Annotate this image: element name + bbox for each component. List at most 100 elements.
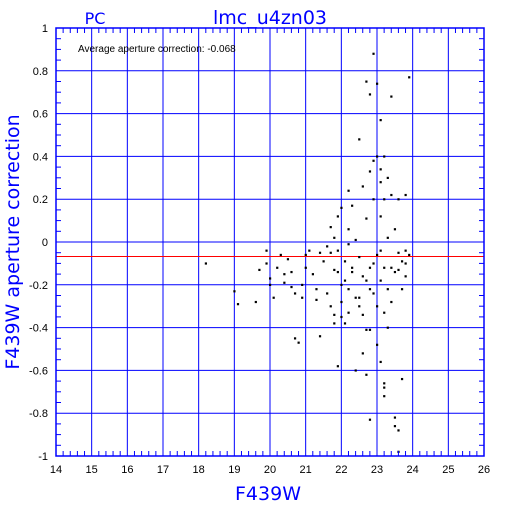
x-tick-label: 15 <box>86 464 98 476</box>
data-point <box>383 266 386 269</box>
data-point <box>379 279 382 282</box>
data-point <box>311 273 314 276</box>
data-point <box>315 288 318 291</box>
data-point <box>372 52 375 55</box>
data-point <box>290 270 293 274</box>
plot-border <box>55 27 485 457</box>
data-point <box>322 260 325 263</box>
data-point <box>347 288 350 291</box>
data-point <box>326 292 329 295</box>
data-point <box>379 119 382 122</box>
data-point <box>354 369 357 372</box>
data-point <box>368 288 372 291</box>
y-tick-label: -0.8 <box>29 408 48 420</box>
data-point <box>286 258 290 261</box>
y-tick-labels: -1 -0.8 -0.6 -0.4 -0.2 0 0.2 0.4 0.6 0.8 1 <box>29 23 48 463</box>
data-point <box>318 335 322 338</box>
y-axis-label: F439W aperture correction <box>2 114 24 369</box>
data-point <box>408 253 411 257</box>
data-point <box>318 251 322 254</box>
data-point <box>272 296 275 299</box>
data-point <box>283 273 286 276</box>
x-tick-label: 22 <box>335 464 347 476</box>
chart-subtitle: PC <box>85 9 106 28</box>
average-correction-note: Average aperture correction: -0.068 <box>78 44 236 55</box>
data-point <box>326 245 329 248</box>
data-point <box>283 281 286 284</box>
x-tick-label: 19 <box>228 464 240 476</box>
data-point <box>386 288 389 291</box>
x-tick-label: 24 <box>407 464 419 476</box>
x-tick-label: 26 <box>478 464 490 476</box>
data-point <box>329 305 332 308</box>
data-point <box>333 322 336 325</box>
data-point <box>340 300 343 304</box>
data-point <box>347 189 350 192</box>
x-tick-label: 25 <box>442 464 454 476</box>
data-point <box>340 206 343 209</box>
data-point <box>404 193 407 197</box>
data-point <box>354 296 357 299</box>
data-point <box>358 138 361 141</box>
data-point <box>293 292 297 295</box>
data-point <box>408 76 411 79</box>
data-point <box>383 311 386 314</box>
data-point <box>393 270 397 274</box>
data-point <box>358 296 361 299</box>
data-point <box>365 217 368 220</box>
x-tick-label: 17 <box>157 464 169 476</box>
x-tick-label: 14 <box>50 464 62 476</box>
data-point <box>400 288 404 291</box>
data-point <box>336 249 339 252</box>
data-point <box>393 228 397 231</box>
grid-lines <box>55 27 485 457</box>
data-point <box>333 313 336 316</box>
data-point <box>308 249 311 252</box>
data-point <box>361 275 364 278</box>
data-point <box>351 204 354 207</box>
data-point <box>265 262 268 265</box>
y-tick-label: 0 <box>42 237 48 249</box>
data-point <box>404 262 407 265</box>
data-point <box>383 155 386 158</box>
data-point <box>347 228 350 231</box>
data-point <box>379 360 382 364</box>
y-tick-label: -1 <box>38 451 48 463</box>
data-point <box>329 226 332 229</box>
data-point <box>351 270 354 274</box>
y-tick-label: -0.6 <box>29 365 48 377</box>
x-tick-label: 20 <box>264 464 276 476</box>
data-point <box>304 253 307 257</box>
data-point <box>372 292 375 295</box>
y-tick-label: 1 <box>42 23 48 35</box>
data-point <box>361 185 364 188</box>
data-point <box>204 262 207 265</box>
data-point <box>376 343 379 346</box>
data-point <box>393 416 397 419</box>
y-tick-label: 0.2 <box>33 194 48 206</box>
y-tick-label: 0.4 <box>33 151 48 163</box>
data-point <box>233 290 236 293</box>
x-axis-label: F439W <box>235 483 301 505</box>
data-point <box>258 268 261 272</box>
y-tick-label: 0.8 <box>33 66 48 78</box>
data-point <box>315 298 318 301</box>
data-point <box>301 283 304 286</box>
data-point <box>383 198 386 201</box>
data-point <box>276 266 279 269</box>
data-point <box>372 262 375 265</box>
data-point <box>383 395 386 398</box>
data-point <box>343 260 347 263</box>
data-point <box>379 168 382 171</box>
data-point <box>390 266 393 269</box>
data-point <box>404 275 407 278</box>
data-point <box>351 266 354 269</box>
x-tick-label: 23 <box>371 464 383 476</box>
data-points <box>204 52 411 453</box>
data-point <box>386 176 389 179</box>
data-point <box>336 270 339 274</box>
data-point <box>383 382 386 385</box>
data-point <box>365 80 368 83</box>
data-point <box>358 305 361 308</box>
